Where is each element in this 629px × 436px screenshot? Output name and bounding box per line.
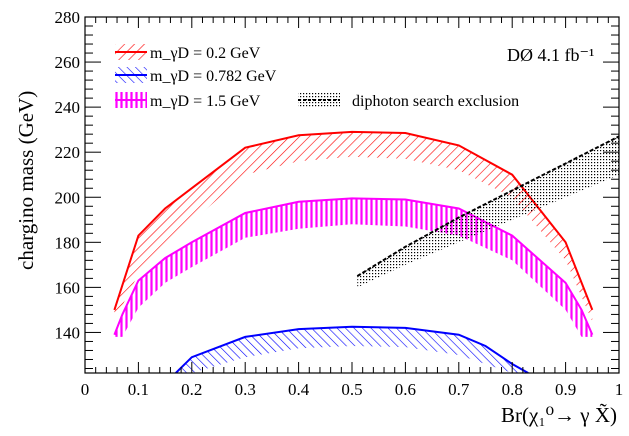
y-tick-label: 160 bbox=[55, 278, 81, 297]
y-axis-title: chargino mass (GeV) bbox=[14, 91, 38, 270]
y-tick-label: 240 bbox=[55, 98, 81, 117]
band-mass-0.2 bbox=[114, 131, 593, 322]
legend-entry-red: m_γD = 0.2 GeV bbox=[115, 44, 261, 62]
legend-entry-magenta: m_γD = 1.5 GeV bbox=[115, 92, 261, 110]
y-tick-label: 200 bbox=[55, 188, 81, 207]
legend-label: diphoton search exclusion bbox=[352, 93, 519, 110]
legend-label: m_γD = 1.5 GeV bbox=[150, 93, 261, 110]
legend: m_γD = 0.2 GeV m_γD = 0.782 GeV m_γD = 1… bbox=[115, 44, 519, 110]
x-tick-label: 0.4 bbox=[288, 380, 310, 399]
x-tick-label: 0.3 bbox=[235, 380, 256, 399]
axes-layer: 0 0.1 0.2 0.3 0.4 0.5 0.6 0.7 0.8 0.9 1 140 160 180 20… bbox=[55, 8, 624, 399]
x-tick-label: 0 bbox=[81, 380, 90, 399]
luminosity-annotation: DØ 4.1 fb⁻¹ bbox=[507, 45, 594, 65]
x-tick-label: 0.5 bbox=[341, 380, 362, 399]
x-tick-label: 0.9 bbox=[555, 380, 576, 399]
x-tick-label: 0.1 bbox=[128, 380, 149, 399]
x-tick-label: 0.6 bbox=[395, 380, 416, 399]
y-tick-label: 280 bbox=[55, 8, 81, 27]
y-tick-label: 260 bbox=[55, 53, 81, 72]
band-mass-0.782 bbox=[175, 326, 529, 373]
bands-layer bbox=[113, 130, 619, 373]
band-diphoton-exclusion-upper-line bbox=[356, 135, 619, 277]
band-mass-0.782-upper-line bbox=[175, 325, 529, 373]
legend-label: m_γD = 0.782 GeV bbox=[150, 68, 277, 85]
legend-label: m_γD = 0.2 GeV bbox=[150, 45, 261, 62]
legend-entry-diphoton: diphoton search exclusion bbox=[298, 92, 519, 110]
y-tick-label: 140 bbox=[55, 323, 81, 342]
band-mass-1.5-upper-line bbox=[113, 197, 594, 336]
x-tick-label: 0.2 bbox=[181, 380, 202, 399]
y-tick-label: 180 bbox=[55, 233, 81, 252]
y-tick-label: 220 bbox=[55, 143, 81, 162]
x-axis-title: Br(χ₁⁰→ γ X̃) bbox=[501, 403, 617, 427]
x-tick-label: 0.8 bbox=[502, 380, 523, 399]
legend-entry-blue: m_γD = 0.782 GeV bbox=[115, 67, 277, 85]
x-tick-label: 1 bbox=[615, 380, 624, 399]
x-tick-label: 0.7 bbox=[448, 380, 470, 399]
band-diphoton-exclusion bbox=[357, 136, 619, 288]
